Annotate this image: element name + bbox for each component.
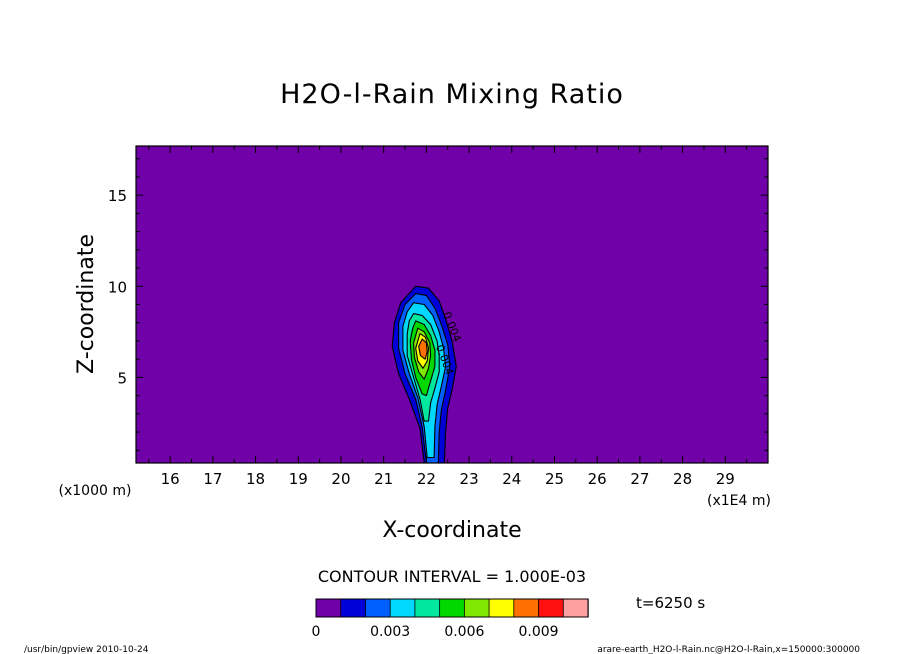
x-tick-label: 18 <box>246 470 265 488</box>
colorbar-cell <box>414 598 441 618</box>
colorbar-labels: 0 0.003 0.006 0.009 <box>312 624 559 640</box>
footer-right-note: arare-earth_H2O-l-Rain.nc@H2O-l-Rain,x=1… <box>597 645 860 654</box>
plot-background <box>136 146 768 463</box>
x-scale-note: (x1E4 m) <box>707 493 771 509</box>
colorbar-tick-label: 0.009 <box>518 624 558 640</box>
colorbar-cell <box>315 598 342 618</box>
y-tick-labels: 5 10 15 <box>108 187 127 387</box>
x-tick-label: 17 <box>203 470 222 488</box>
chart-title: H2O-l-Rain Mixing Ratio <box>280 79 624 110</box>
colorbar-cell <box>538 598 564 618</box>
contour-0.008 <box>418 338 428 360</box>
x-tick-label: 29 <box>716 470 735 488</box>
colorbar-cell <box>562 598 589 618</box>
colorbar-tick-label: 0.006 <box>444 624 484 640</box>
colorbar-tick-label: 0.003 <box>370 624 410 640</box>
colorbar-cell <box>389 598 416 618</box>
y-tick-label: 10 <box>108 278 127 296</box>
colorbar-cell <box>513 598 540 618</box>
y-scale-note: (x1000 m) <box>59 483 132 499</box>
x-tick-labels: 16 17 18 19 20 21 22 23 24 25 26 27 28 29 <box>161 470 735 488</box>
x-tick-label: 27 <box>630 470 649 488</box>
x-tick-label: 23 <box>460 470 479 488</box>
colorbar-cell <box>340 598 367 618</box>
y-tick-label: 5 <box>117 369 127 387</box>
colorbar-tick-label: 0 <box>312 624 321 640</box>
colorbar-cell <box>463 598 490 618</box>
x-tick-label: 25 <box>545 470 564 488</box>
y-tick-label: 15 <box>108 187 127 205</box>
x-tick-label: 16 <box>161 470 180 488</box>
x-tick-label: 19 <box>289 470 308 488</box>
time-label: t=6250 s <box>636 594 705 612</box>
x-tick-label: 24 <box>502 470 521 488</box>
colorbar-cell <box>365 598 391 618</box>
x-tick-label: 21 <box>374 470 393 488</box>
colorbar-cell <box>488 598 515 618</box>
colorbar-frame <box>315 598 589 618</box>
contour-layer <box>391 285 457 464</box>
x-axis-label: X-coordinate <box>382 518 521 543</box>
footer-left-note: /usr/bin/gpview 2010-10-24 <box>24 645 149 654</box>
contour-interval-text: CONTOUR INTERVAL = 1.000E-03 <box>318 567 586 586</box>
colorbar-cell <box>439 598 466 618</box>
x-tick-label: 26 <box>588 470 607 488</box>
x-tick-label: 28 <box>673 470 692 488</box>
x-tick-label: 20 <box>331 470 350 488</box>
colorbar: 0 0.003 0.006 0.009 <box>312 598 589 640</box>
colorbar-cells <box>315 598 589 618</box>
tick-layer <box>136 146 769 463</box>
x-tick-label: 22 <box>417 470 436 488</box>
y-axis-label: Z-coordinate <box>74 234 99 374</box>
